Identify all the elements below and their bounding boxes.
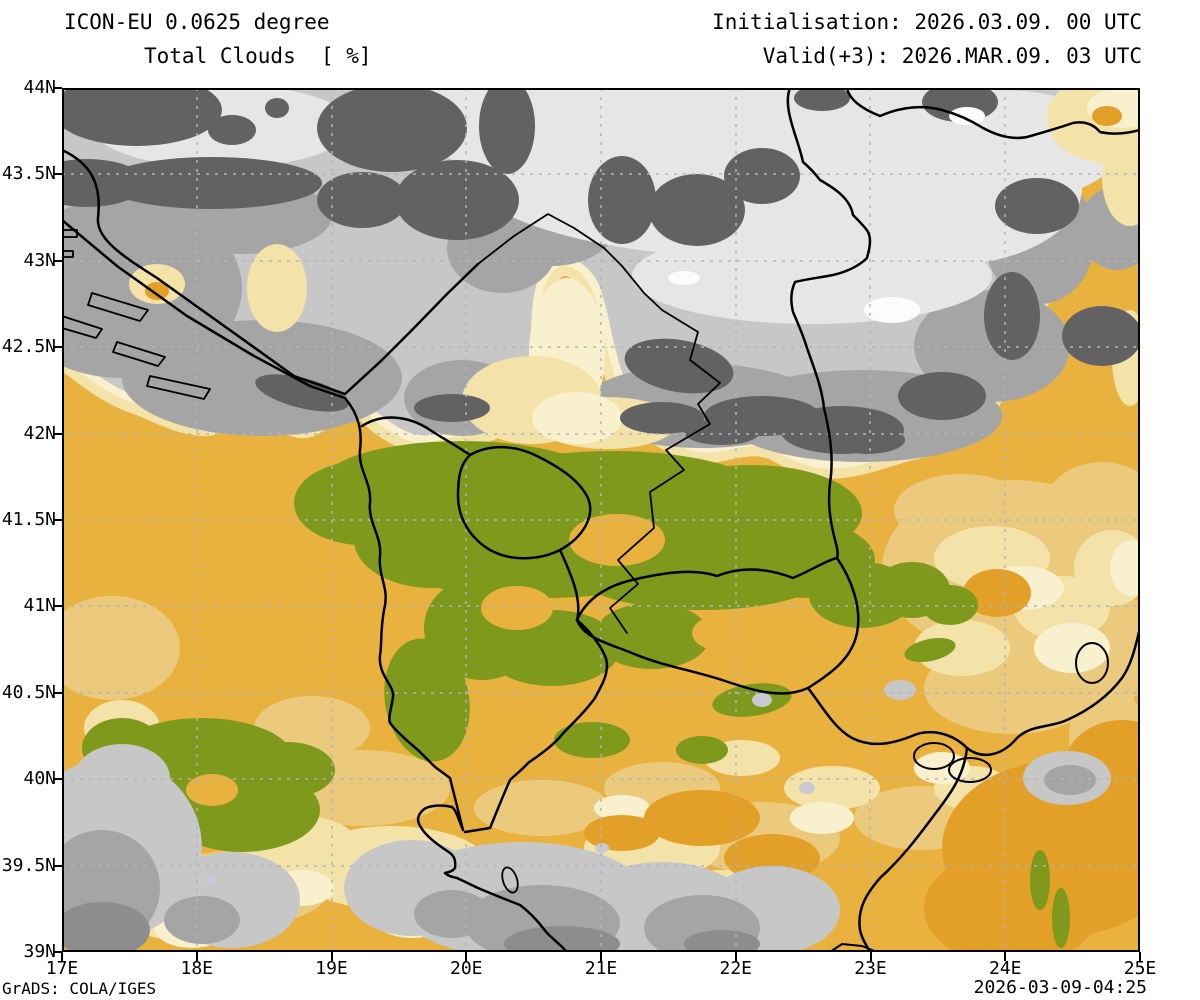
lat-tick-mark (53, 346, 62, 349)
lat-tick-mark (53, 432, 62, 435)
lon-tick-label: 19E (315, 958, 348, 979)
lat-tick-label: 44N (23, 77, 56, 98)
lon-tick-mark (734, 952, 737, 961)
lon-tick-mark (330, 952, 333, 961)
bottom-gray-dark (62, 902, 760, 952)
cloud-map-canvas (62, 88, 1140, 952)
lat-tick-mark (53, 778, 62, 781)
lat-tick-mark (53, 691, 62, 694)
country-borders-layer (62, 88, 1140, 952)
lon-tick-label: 18E (180, 958, 214, 979)
lat-tick-mark (53, 864, 62, 867)
lon-tick-label: 24E (988, 958, 1022, 979)
lat-tick-label: 40N (23, 768, 56, 790)
cloud-layer-white-spots (668, 107, 985, 323)
lat-tick-label: 41.5N (1, 509, 56, 530)
lon-tick-mark (465, 952, 468, 961)
lon-tick-mark (195, 952, 198, 961)
cloud-layer-dark (62, 88, 1140, 454)
lat-tick-label: 40.5N (1, 681, 56, 703)
lat-tick-label: 43.5N (1, 163, 56, 185)
cloud-layer-pale-spots (129, 88, 1140, 449)
lon-tick-label: 25E (1123, 958, 1157, 979)
lat-tick-mark (53, 519, 62, 521)
lat-tick-label: 42.5N (1, 336, 56, 358)
small-cloud-specks (202, 693, 815, 886)
graticule (62, 88, 1140, 952)
grads-credit: GrADS: COLA/IGES (2, 979, 157, 998)
valid-time: Valid(+3): 2026.MAR.09. 03 UTC (762, 44, 1142, 68)
lat-tick-label: 43N (23, 249, 56, 271)
model-title: ICON-EU 0.0625 degree (64, 10, 330, 34)
lon-tick-label: 21E (584, 958, 618, 979)
lon-tick-mark (600, 952, 602, 961)
lon-tick-mark (1004, 952, 1007, 961)
lon-tick-mark (869, 952, 872, 961)
lat-tick-mark (53, 173, 62, 176)
lat-tick-label: 39N (23, 941, 56, 962)
lon-tick-label: 22E (719, 958, 753, 979)
lon-tick-label: 23E (854, 958, 887, 979)
lon-tick-label: 17E (45, 958, 79, 979)
lat-tick-mark (53, 259, 62, 262)
lat-tick-mark (53, 87, 62, 89)
lat-tick-label: 41N (23, 595, 56, 617)
clear-green-holes (186, 514, 752, 806)
cloud-map-svg (62, 88, 1140, 952)
lat-tick-label: 39.5N (1, 854, 56, 876)
lon-tick-label: 20E (449, 958, 483, 979)
lat-tick-mark (53, 605, 62, 608)
variable-title: Total Clouds [ %] (144, 44, 372, 68)
initialisation-time: Initialisation: 2026.03.09. 00 UTC (712, 10, 1142, 34)
lon-tick-mark (61, 952, 63, 961)
map-frame (62, 88, 1140, 952)
lat-tick-label: 42N (23, 422, 56, 444)
lat-tick-mark (53, 951, 62, 953)
lon-tick-mark (1139, 952, 1141, 961)
creation-timestamp: 2026-03-09-04:25 (973, 977, 1147, 998)
clear-green-layer (82, 441, 1070, 948)
